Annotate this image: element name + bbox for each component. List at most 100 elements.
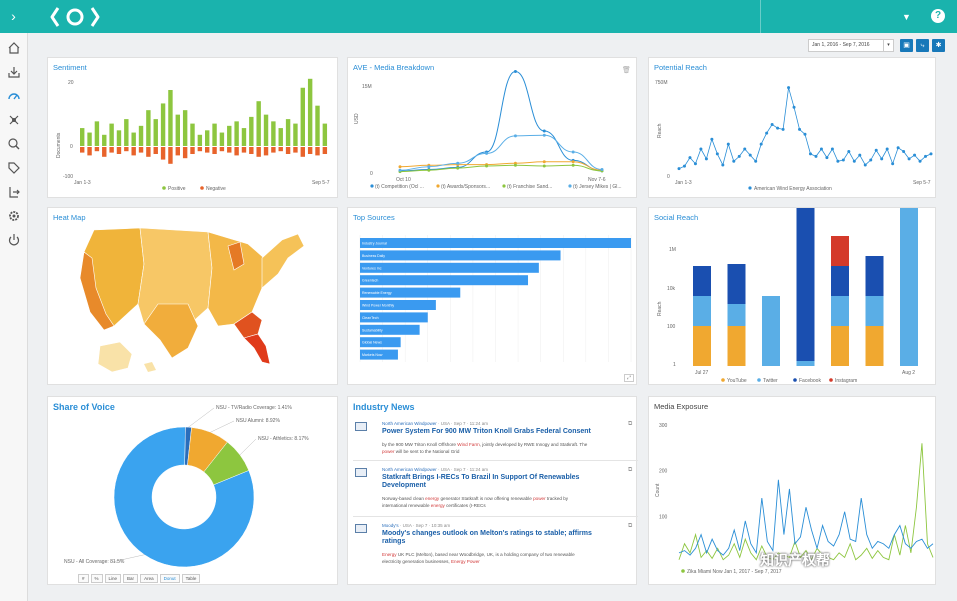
list-item[interactable]: North American Windpower · USA · Sep 7 ·…	[353, 467, 638, 517]
line-button[interactable]: Line	[104, 574, 122, 583]
list-item[interactable]: Moody's · USA · Sep 7 · 10:35 am Moody's…	[353, 523, 638, 573]
youtube-bar	[831, 326, 849, 366]
save-button[interactable]: ▣	[900, 39, 913, 52]
data-point	[918, 159, 922, 163]
power-icon[interactable]	[5, 231, 23, 249]
logo-icon[interactable]	[50, 6, 100, 28]
external-link-icon[interactable]: ⧉	[628, 421, 633, 427]
y-tick-label: 1M	[669, 247, 676, 253]
source-label: Sustainability	[362, 328, 383, 332]
news-snippet: Energy UK PLC (Melton), based near Woodb…	[382, 552, 575, 564]
map-texas	[143, 303, 199, 359]
legend-marker	[568, 184, 572, 188]
legend-label: Positive	[168, 186, 186, 192]
chevron-down-icon[interactable]: ▾	[883, 40, 893, 51]
data-point	[874, 148, 878, 152]
positive-bar	[205, 130, 210, 146]
y-axis-label: Reach	[657, 123, 663, 138]
home-icon[interactable]	[5, 39, 23, 57]
tag-icon[interactable]	[5, 159, 23, 177]
count-toggle[interactable]: #	[78, 574, 89, 583]
positive-bar	[249, 116, 254, 146]
legend-marker	[829, 378, 833, 382]
x-tick-label: Sep 5-7	[913, 180, 931, 186]
negative-bar	[219, 147, 225, 152]
series-line	[678, 87, 932, 170]
y-tick-label: 0	[70, 144, 73, 150]
donut-button[interactable]: Donut	[159, 574, 180, 583]
reach-chart: 750M 0 Reach Jan 1-3 Sep 5-7 American Wind En…	[655, 80, 933, 192]
chevron-down-icon[interactable]: ▼	[902, 12, 911, 22]
negative-bar	[94, 147, 100, 152]
panel-title: AVE - Media Breakdown	[353, 63, 435, 72]
date-range-select[interactable]: Jan 1, 2016 - Sep 7, 2016 ▾	[808, 39, 894, 52]
source-label: Global News	[362, 341, 382, 345]
inbox-icon[interactable]	[5, 63, 23, 81]
table-button[interactable]: Table	[181, 574, 201, 583]
source-label: Markets Now	[362, 353, 383, 357]
positive-bar	[87, 132, 92, 146]
trash-icon[interactable]: 🗑	[622, 67, 631, 74]
data-point	[885, 147, 889, 151]
panel-title: Top Sources	[353, 213, 395, 222]
news-headline[interactable]: Power System For 900 MW Triton Knoll Gra…	[382, 428, 591, 435]
twitter-bar	[865, 296, 884, 326]
search-icon[interactable]	[5, 135, 23, 153]
network-icon[interactable]	[5, 111, 23, 129]
data-point	[542, 164, 546, 168]
data-point	[776, 126, 780, 130]
news-meta: North American Windpower · USA · Sep 7 ·…	[382, 421, 488, 426]
share-icon: ⤷	[920, 42, 925, 49]
data-point	[841, 158, 845, 162]
save-icon: ▣	[903, 42, 910, 49]
youtube-bar	[865, 326, 884, 366]
legend-marker	[681, 569, 685, 573]
negative-bar	[315, 147, 320, 156]
data-point	[571, 150, 575, 154]
external-link-icon[interactable]: ⧉	[628, 523, 633, 529]
map-georgia	[233, 311, 263, 339]
label-leader	[210, 420, 235, 433]
source-label: Ventures Inc	[362, 266, 382, 270]
topbar-divider	[760, 0, 761, 33]
sidebar	[0, 33, 28, 601]
negative-bar	[293, 147, 298, 153]
gear-icon[interactable]	[5, 207, 23, 225]
y-tick-label: 100	[659, 514, 668, 520]
bar-button[interactable]: Bar	[123, 574, 139, 583]
positive-bar	[146, 110, 151, 146]
data-point	[398, 165, 402, 169]
positive-bar	[212, 123, 217, 146]
ave-panel: AVE - Media Breakdown 🗑 15M 0 USD Oct 10 Nov…	[347, 57, 637, 198]
expand-icon[interactable]: ⤢	[624, 374, 635, 382]
legend-label: Facebook	[799, 378, 821, 384]
facebook-bar	[796, 196, 815, 361]
news-headline[interactable]: Statkraft Brings I-RECs To Brazil In Sup…	[382, 474, 580, 489]
chevron-right-icon[interactable]: ›	[11, 8, 16, 24]
negative-bar	[109, 147, 114, 153]
gauge-icon[interactable]	[5, 87, 23, 105]
export-icon[interactable]	[5, 183, 23, 201]
data-point	[781, 127, 785, 131]
settings-button[interactable]: ✱	[932, 39, 945, 52]
area-button[interactable]: Area	[140, 574, 158, 583]
percent-toggle[interactable]: %	[90, 574, 103, 583]
series-line	[678, 443, 934, 561]
external-link-icon[interactable]: ⧉	[628, 467, 633, 473]
negative-bar	[278, 147, 283, 152]
share-button[interactable]: ⤷	[916, 39, 929, 52]
source-bar	[360, 275, 529, 286]
negative-bar	[322, 147, 328, 154]
negative-bar	[138, 147, 144, 153]
list-item[interactable]: North American Windpower · USA · Sep 7 ·…	[353, 421, 638, 461]
data-point	[513, 134, 517, 138]
series-line	[399, 134, 603, 171]
social-reach-panel: Social Reach 1M 10k 100 1 Reach Jul 27 Aug 2 Yo…	[648, 196, 936, 385]
x-tick-label: Jul 27	[695, 370, 709, 376]
data-point	[770, 122, 774, 126]
legend-marker	[502, 184, 506, 188]
help-icon[interactable]: ?	[931, 9, 945, 23]
positive-bar	[131, 132, 136, 146]
news-headline[interactable]: Moody's changes outlook on Melton's rati…	[382, 530, 592, 545]
panel-title: Share of Voice	[53, 402, 115, 412]
